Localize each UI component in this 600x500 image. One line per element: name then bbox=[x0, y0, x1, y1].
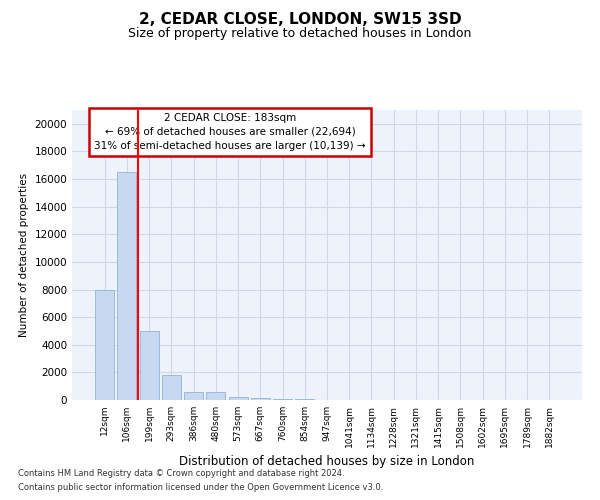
Text: Size of property relative to detached houses in London: Size of property relative to detached ho… bbox=[128, 28, 472, 40]
Text: Contains public sector information licensed under the Open Government Licence v3: Contains public sector information licen… bbox=[18, 484, 383, 492]
Bar bbox=[95, 290, 114, 400]
X-axis label: Distribution of detached houses by size in London: Distribution of detached houses by size … bbox=[179, 456, 475, 468]
Text: 2 CEDAR CLOSE: 183sqm
← 69% of detached houses are smaller (22,694)
31% of semi-: 2 CEDAR CLOSE: 183sqm ← 69% of detached … bbox=[94, 113, 366, 151]
Bar bbox=[184, 392, 203, 400]
Bar bbox=[118, 172, 136, 400]
Bar bbox=[140, 331, 158, 400]
Text: 2, CEDAR CLOSE, LONDON, SW15 3SD: 2, CEDAR CLOSE, LONDON, SW15 3SD bbox=[139, 12, 461, 28]
Bar bbox=[206, 392, 225, 400]
Bar bbox=[273, 398, 292, 400]
Bar bbox=[229, 397, 248, 400]
Bar bbox=[162, 375, 181, 400]
Bar bbox=[251, 398, 270, 400]
Text: Contains HM Land Registry data © Crown copyright and database right 2024.: Contains HM Land Registry data © Crown c… bbox=[18, 468, 344, 477]
Y-axis label: Number of detached properties: Number of detached properties bbox=[19, 173, 29, 337]
